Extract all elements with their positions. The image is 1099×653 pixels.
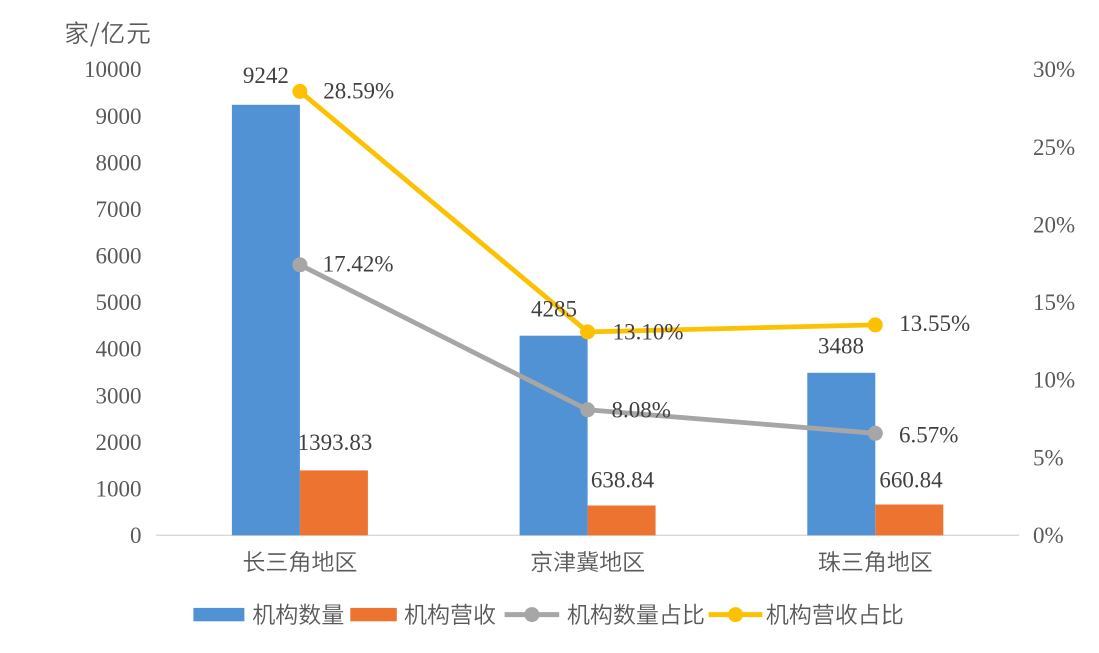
svg-text:20%: 20% — [1033, 213, 1075, 238]
svg-text:17.42%: 17.42% — [323, 252, 394, 277]
svg-text:15%: 15% — [1033, 290, 1075, 315]
svg-text:8.08%: 8.08% — [612, 398, 671, 423]
svg-text:6.57%: 6.57% — [899, 423, 958, 448]
svg-text:3488: 3488 — [818, 334, 864, 359]
svg-text:4000: 4000 — [96, 337, 142, 362]
svg-text:13.10%: 13.10% — [613, 320, 684, 345]
svg-text:10000: 10000 — [84, 57, 142, 82]
svg-text:2000: 2000 — [96, 430, 142, 455]
svg-text:25%: 25% — [1033, 135, 1075, 160]
svg-text:0: 0 — [130, 523, 142, 548]
svg-text:638.84: 638.84 — [591, 468, 655, 493]
svg-text:0%: 0% — [1033, 523, 1064, 548]
svg-text:6000: 6000 — [96, 244, 142, 269]
svg-text:10%: 10% — [1033, 368, 1075, 393]
svg-text:9000: 9000 — [96, 104, 142, 129]
svg-text:5%: 5% — [1033, 445, 1064, 470]
svg-text:1393.83: 1393.83 — [298, 430, 373, 455]
svg-text:28.59%: 28.59% — [323, 79, 394, 104]
svg-text:5000: 5000 — [96, 290, 142, 315]
svg-text:13.55%: 13.55% — [899, 311, 970, 336]
svg-text:30%: 30% — [1033, 57, 1075, 82]
svg-text:9242: 9242 — [243, 63, 289, 88]
svg-text:3000: 3000 — [96, 383, 142, 408]
svg-text:4285: 4285 — [531, 297, 577, 322]
svg-text:7000: 7000 — [96, 197, 142, 222]
svg-text:8000: 8000 — [96, 150, 142, 175]
svg-text:660.84: 660.84 — [879, 468, 943, 493]
svg-text:1000: 1000 — [96, 476, 142, 501]
